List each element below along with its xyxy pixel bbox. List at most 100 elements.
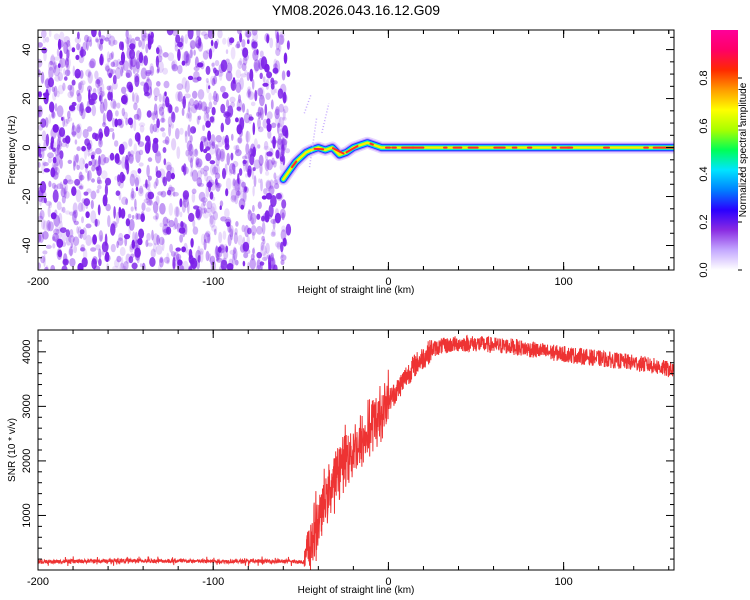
noise-blob: [78, 185, 83, 190]
noise-blob: [203, 33, 209, 40]
noise-blob: [161, 103, 165, 110]
noise-blob: [258, 106, 264, 116]
noise-blob: [91, 258, 97, 270]
noise-blob: [128, 34, 132, 44]
noise-blob: [260, 244, 267, 256]
noise-blob: [263, 250, 268, 262]
y-tick-label: 4000: [21, 340, 33, 364]
noise-blob: [279, 151, 283, 165]
noise-blob: [134, 75, 140, 88]
noise-blob: [135, 61, 140, 74]
noise-blob: [59, 150, 64, 160]
noise-blob: [166, 252, 170, 263]
noise-blob: [222, 92, 229, 99]
noise-blob: [259, 72, 263, 80]
noise-blob: [187, 150, 194, 163]
noise-blob: [190, 126, 197, 134]
noise-blob: [129, 243, 135, 250]
noise-blob: [284, 148, 291, 154]
noise-blob: [196, 161, 202, 170]
noise-blob: [209, 215, 214, 225]
noise-blob: [66, 43, 72, 52]
noise-blob: [77, 226, 82, 239]
noise-blob: [246, 235, 250, 248]
noise-blob: [77, 31, 80, 40]
noise-blob: [162, 228, 170, 233]
noise-blob: [51, 111, 56, 119]
noise-blob: [208, 92, 212, 102]
noise-blob: [65, 118, 70, 124]
noise-blob: [76, 226, 79, 234]
noise-blob: [81, 257, 88, 268]
noise-blob: [195, 39, 202, 49]
noise-blob: [249, 114, 253, 119]
noise-blob: [272, 160, 277, 168]
noise-blob: [45, 265, 49, 270]
noise-blob: [185, 53, 191, 66]
noise-blob: [139, 125, 145, 133]
noise-blob: [208, 85, 211, 90]
noise-blob: [279, 31, 285, 38]
noise-blob: [187, 101, 191, 113]
noise-blob: [147, 242, 153, 247]
noise-blob: [129, 173, 136, 187]
noise-blob: [156, 81, 161, 87]
noise-blob: [182, 190, 190, 200]
noise-blob: [222, 168, 226, 180]
noise-blob: [109, 152, 115, 161]
noise-blob: [162, 95, 166, 107]
noise-blob: [214, 69, 220, 77]
noise-blob: [261, 221, 266, 235]
noise-blob: [50, 127, 57, 140]
noise-blob: [144, 69, 152, 77]
noise-blob: [38, 215, 44, 221]
noise-blob: [154, 150, 162, 164]
noise-blob: [273, 179, 279, 185]
noise-blob: [110, 223, 116, 236]
noise-blob: [122, 60, 129, 71]
noise-blob: [243, 112, 251, 124]
noise-blob: [245, 130, 251, 143]
noise-blob: [285, 223, 292, 236]
noise-blob: [213, 90, 218, 102]
noise-blob: [128, 84, 134, 93]
noise-blob: [265, 92, 271, 101]
noise-blob: [128, 153, 134, 164]
noise-blob: [274, 88, 278, 94]
noise-blob: [216, 249, 221, 261]
noise-blob: [125, 37, 131, 45]
noise-blob: [217, 69, 224, 77]
colorbar: 0.0 0.2 0.4 0.6 0.8 Normalized spectral ampl…: [698, 30, 749, 278]
noise-blob: [284, 130, 289, 139]
noise-blob: [95, 79, 101, 88]
noise-blob: [155, 212, 159, 220]
noise-blob: [102, 122, 107, 128]
noise-blob: [194, 148, 198, 156]
noise-blob: [159, 203, 166, 215]
noise-blob: [166, 218, 170, 223]
noise-blob: [187, 107, 192, 119]
noise-blob: [38, 231, 44, 244]
noise-blob: [272, 67, 279, 74]
noise-blob: [116, 118, 123, 126]
noise-blob: [178, 37, 184, 50]
noise-blob: [132, 91, 135, 103]
noise-blob: [56, 183, 64, 190]
noise-blob: [74, 154, 79, 167]
noise-blob: [193, 49, 196, 56]
noise-blob: [195, 157, 200, 166]
noise-blob: [114, 259, 120, 268]
noise-blob: [251, 41, 258, 49]
noise-blob: [262, 76, 266, 83]
noise-blob: [125, 218, 131, 227]
noise-blob: [165, 96, 170, 108]
noise-blob: [205, 65, 211, 75]
noise-blob: [270, 99, 274, 110]
noise-blob: [277, 192, 284, 200]
noise-blob: [275, 192, 282, 200]
noise-blob: [105, 65, 110, 72]
noise-blob: [176, 146, 181, 160]
noise-blob: [189, 135, 193, 143]
noise-blob: [98, 248, 102, 259]
noise-blob: [230, 188, 237, 201]
